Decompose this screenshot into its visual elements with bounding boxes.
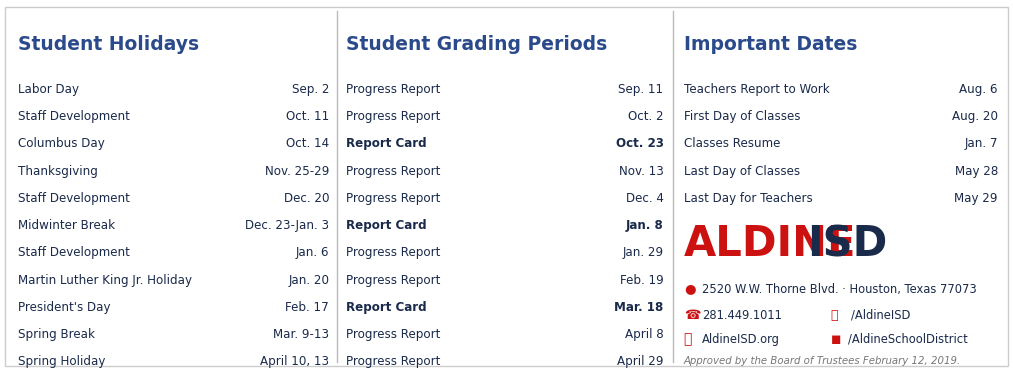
Text: Oct. 14: Oct. 14 <box>286 138 329 150</box>
Text: Report Card: Report Card <box>346 301 427 314</box>
Text: Progress Report: Progress Report <box>346 328 441 341</box>
Text: Martin Luther King Jr. Holiday: Martin Luther King Jr. Holiday <box>18 274 192 286</box>
Text: Oct. 2: Oct. 2 <box>628 110 664 123</box>
Text: Staff Development: Staff Development <box>18 110 130 123</box>
Text: Mar. 9-13: Mar. 9-13 <box>274 328 329 341</box>
Text: First Day of Classes: First Day of Classes <box>684 110 800 123</box>
FancyBboxPatch shape <box>5 7 1008 366</box>
Text: Progress Report: Progress Report <box>346 165 441 178</box>
Text: President's Day: President's Day <box>18 301 110 314</box>
Text: Thanksgiving: Thanksgiving <box>18 165 98 178</box>
Text: Last Day of Classes: Last Day of Classes <box>684 165 800 178</box>
Text: Report Card: Report Card <box>346 219 427 232</box>
Text: Labor Day: Labor Day <box>18 83 79 96</box>
Text: Progress Report: Progress Report <box>346 192 441 205</box>
Text: Aug. 20: Aug. 20 <box>952 110 998 123</box>
Text: Dec. 20: Dec. 20 <box>284 192 329 205</box>
Text: Classes Resume: Classes Resume <box>684 138 780 150</box>
Text: Spring Break: Spring Break <box>18 328 95 341</box>
Text: Sep. 11: Sep. 11 <box>618 83 664 96</box>
Text: April 10, 13: April 10, 13 <box>260 355 329 368</box>
Text: Jan. 20: Jan. 20 <box>289 274 329 286</box>
Text: ALDINE: ALDINE <box>684 223 856 265</box>
Text: ◼: ◼ <box>831 333 841 346</box>
Text: Nov. 25-29: Nov. 25-29 <box>264 165 329 178</box>
Text: 281.449.1011: 281.449.1011 <box>702 309 782 322</box>
Text: Columbus Day: Columbus Day <box>18 138 105 150</box>
Text: Feb. 19: Feb. 19 <box>620 274 664 286</box>
Text: Oct. 23: Oct. 23 <box>616 138 664 150</box>
Text: Student Grading Periods: Student Grading Periods <box>346 35 608 54</box>
Text: Staff Development: Staff Development <box>18 247 130 259</box>
Text: Jan. 7: Jan. 7 <box>964 138 998 150</box>
Text: Last Day for Teachers: Last Day for Teachers <box>684 192 812 205</box>
Text: April 29: April 29 <box>617 355 664 368</box>
Text: AldineISD.org: AldineISD.org <box>702 333 780 346</box>
Text: Jan. 6: Jan. 6 <box>296 247 329 259</box>
Text: Important Dates: Important Dates <box>684 35 857 54</box>
Text: ⌖: ⌖ <box>684 332 692 347</box>
Text: 2520 W.W. Thorne Blvd. · Houston, Texas 77073: 2520 W.W. Thorne Blvd. · Houston, Texas … <box>702 283 977 295</box>
Text: ●: ● <box>684 283 695 295</box>
Text: 🐦: 🐦 <box>831 309 838 322</box>
Text: ISD: ISD <box>807 223 887 265</box>
Text: Dec. 23-Jan. 3: Dec. 23-Jan. 3 <box>245 219 329 232</box>
Text: Oct. 11: Oct. 11 <box>286 110 329 123</box>
Text: Spring Holiday: Spring Holiday <box>18 355 105 368</box>
Text: Mar. 18: Mar. 18 <box>614 301 664 314</box>
Text: ☎: ☎ <box>684 309 700 322</box>
Text: Staff Development: Staff Development <box>18 192 130 205</box>
Text: April 8: April 8 <box>625 328 664 341</box>
Text: Progress Report: Progress Report <box>346 355 441 368</box>
Text: Progress Report: Progress Report <box>346 83 441 96</box>
Text: Dec. 4: Dec. 4 <box>626 192 664 205</box>
Text: Report Card: Report Card <box>346 138 427 150</box>
Text: /AldineISD: /AldineISD <box>851 309 911 322</box>
Text: Sep. 2: Sep. 2 <box>292 83 329 96</box>
Text: Jan. 29: Jan. 29 <box>622 247 664 259</box>
Text: Progress Report: Progress Report <box>346 110 441 123</box>
Text: May 28: May 28 <box>954 165 998 178</box>
Text: Midwinter Break: Midwinter Break <box>18 219 115 232</box>
Text: Progress Report: Progress Report <box>346 247 441 259</box>
Text: Teachers Report to Work: Teachers Report to Work <box>684 83 830 96</box>
Text: Aug. 6: Aug. 6 <box>959 83 998 96</box>
Text: Approved by the Board of Trustees February 12, 2019.: Approved by the Board of Trustees Februa… <box>684 356 961 366</box>
Text: /AldineSchoolDistrict: /AldineSchoolDistrict <box>848 333 967 346</box>
Text: Jan. 8: Jan. 8 <box>626 219 664 232</box>
Text: Nov. 13: Nov. 13 <box>619 165 664 178</box>
Text: Feb. 17: Feb. 17 <box>286 301 329 314</box>
Text: Student Holidays: Student Holidays <box>18 35 200 54</box>
Text: Progress Report: Progress Report <box>346 274 441 286</box>
Text: May 29: May 29 <box>954 192 998 205</box>
